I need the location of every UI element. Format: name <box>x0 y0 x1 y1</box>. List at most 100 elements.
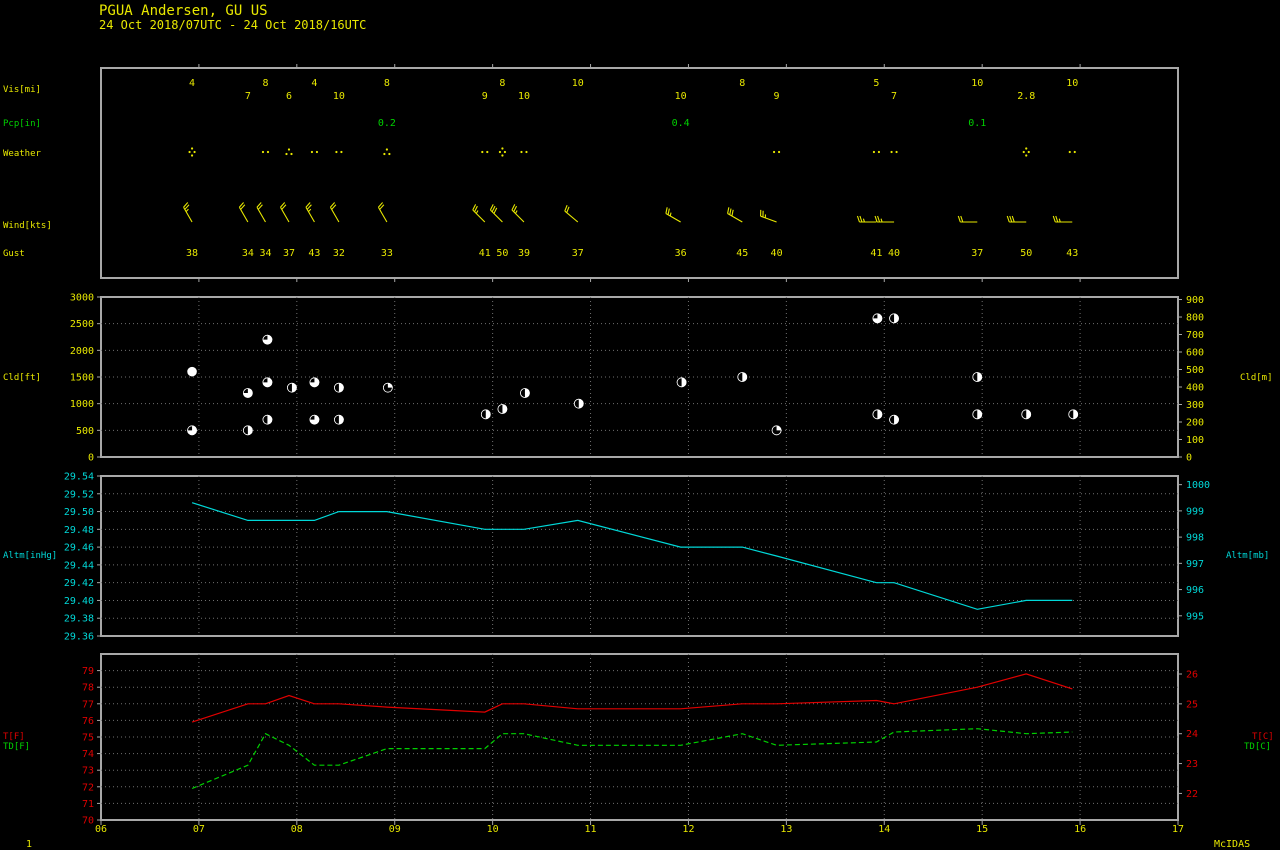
altm-mb-tick-label: 995 <box>1186 611 1204 622</box>
visibility-value: 4 <box>311 78 317 89</box>
precip-value: 0.1 <box>968 118 986 129</box>
temp-f-tick-label: 79 <box>82 666 94 677</box>
visibility-value: 2.8 <box>1017 91 1035 102</box>
wind-barb-feather <box>874 215 878 223</box>
rain-dot <box>777 150 781 154</box>
x-tick-label: 13 <box>780 824 792 835</box>
altimeter-panel-frame <box>100 475 1179 637</box>
cloud-cover-outline <box>382 382 393 393</box>
pcp-label: Pcp[in] <box>3 119 41 129</box>
wind-barb <box>957 215 978 223</box>
visibility-value: 7 <box>245 91 251 102</box>
rain-symbol <box>772 150 781 154</box>
cloud-layer-point <box>334 382 344 393</box>
cloud-layer-point <box>520 388 530 398</box>
rain-dot <box>890 150 893 154</box>
rain-symbol <box>383 148 391 156</box>
cloud-cover-outline <box>334 414 344 425</box>
cloud-layer-point <box>972 409 983 420</box>
dewpoint-c-label: TD[C] <box>1244 742 1271 752</box>
temp-f-tick-label: 78 <box>82 683 94 694</box>
wind-barb-feather <box>280 202 286 208</box>
temperature-line <box>191 673 1073 723</box>
temp-f-tick-label: 75 <box>82 733 94 744</box>
rain-dot <box>340 150 343 154</box>
cloud-clear-wedge <box>309 415 315 420</box>
cloud-layer-point <box>1021 409 1032 420</box>
rain-dot <box>383 152 386 156</box>
wind-barb <box>1006 215 1027 223</box>
wind-barb-shaft <box>238 207 249 223</box>
wind-barb-half-feather <box>862 218 865 223</box>
temp-f-tick-label: 77 <box>82 699 94 710</box>
cloud-ft-tick-label: 500 <box>76 426 94 437</box>
x-tick-label: 08 <box>291 824 303 835</box>
obs-panel-frame <box>100 67 1179 279</box>
wind-barb-half-feather <box>514 210 518 214</box>
altm-mb-tick-label: 997 <box>1186 559 1204 570</box>
cloud-ft-tick-label: 2500 <box>70 319 94 330</box>
rain-dot <box>498 150 502 154</box>
cloud-cover-disk <box>187 366 197 377</box>
rain-dot <box>287 148 291 151</box>
cloud-ft-tick-label: 3000 <box>70 293 94 304</box>
wind-barb-half-feather <box>475 210 479 214</box>
cloud-ft-tick-label: 1000 <box>70 399 94 410</box>
wind-barb-shaft <box>377 207 388 223</box>
altm-inhg-tick-label: 29.44 <box>64 560 94 571</box>
wind-barb <box>856 215 877 223</box>
rain-dot <box>285 152 288 156</box>
wind-barb-feather <box>183 202 189 208</box>
cloud-clear-wedge <box>772 425 782 435</box>
rain-symbol <box>261 150 270 154</box>
wind-barb-shaft <box>665 213 681 223</box>
rain-dot <box>772 150 776 154</box>
cloud-ft-tick-label: 1500 <box>70 373 94 384</box>
x-tick-label: 15 <box>976 824 988 835</box>
cloud-layer-point <box>262 334 273 345</box>
rain-symbol <box>481 150 489 154</box>
cloud-m-tick-label: 900 <box>1186 295 1204 306</box>
temp-c-tick-label: 22 <box>1186 789 1198 800</box>
rain-dot <box>486 150 489 154</box>
cloud-m-tick-label: 800 <box>1186 313 1204 324</box>
temp-c-tick-label: 23 <box>1186 759 1198 770</box>
temp-c-tick-label: 24 <box>1186 729 1198 740</box>
cloud-layer-point <box>872 409 883 420</box>
wind-barb-feather <box>330 202 336 208</box>
weather-label: Weather <box>3 149 42 159</box>
wind-barb-feather <box>856 215 860 223</box>
cloud-clear-wedge <box>262 377 268 383</box>
cloud-layer-point <box>309 377 320 388</box>
cloud-m-tick-label: 100 <box>1186 435 1204 446</box>
visibility-value: 10 <box>333 91 345 102</box>
wind-barb-shaft <box>329 207 340 223</box>
cloud-layer-point <box>872 313 883 324</box>
cloud-clear-wedge <box>243 425 248 435</box>
wind-barb-half-feather <box>1058 218 1061 223</box>
temp-c-tick-label: 26 <box>1186 670 1198 681</box>
rain-dot <box>1022 150 1025 154</box>
visibility-value: 10 <box>572 78 584 89</box>
cloud-ft-label: Cld[ft] <box>3 373 41 383</box>
altm-inhg-tick-label: 29.36 <box>64 632 94 643</box>
cloud-layer-point <box>497 404 508 414</box>
temp-f-tick-label: 71 <box>82 799 94 810</box>
wind-barb-shaft <box>256 207 266 223</box>
wind-barb-feather <box>957 215 961 223</box>
cloud-cover-outline <box>1021 409 1032 420</box>
rain-symbol <box>310 150 319 154</box>
wind-barb-feather <box>960 215 964 223</box>
wind-barb-feather <box>727 207 730 214</box>
cloud-clear-wedge <box>262 415 268 425</box>
wind-barb-shaft <box>305 207 315 223</box>
wind-barb-feather <box>184 204 190 210</box>
rain-dot <box>388 152 391 156</box>
rain-dot <box>261 150 265 154</box>
wind-barb <box>760 209 777 223</box>
gust-value: 50 <box>1020 248 1032 259</box>
wind-barb-feather <box>240 204 246 210</box>
wind-barb-feather <box>1011 215 1015 223</box>
cloud-cover-outline <box>972 409 983 420</box>
cloud-m-tick-label: 700 <box>1186 330 1204 341</box>
